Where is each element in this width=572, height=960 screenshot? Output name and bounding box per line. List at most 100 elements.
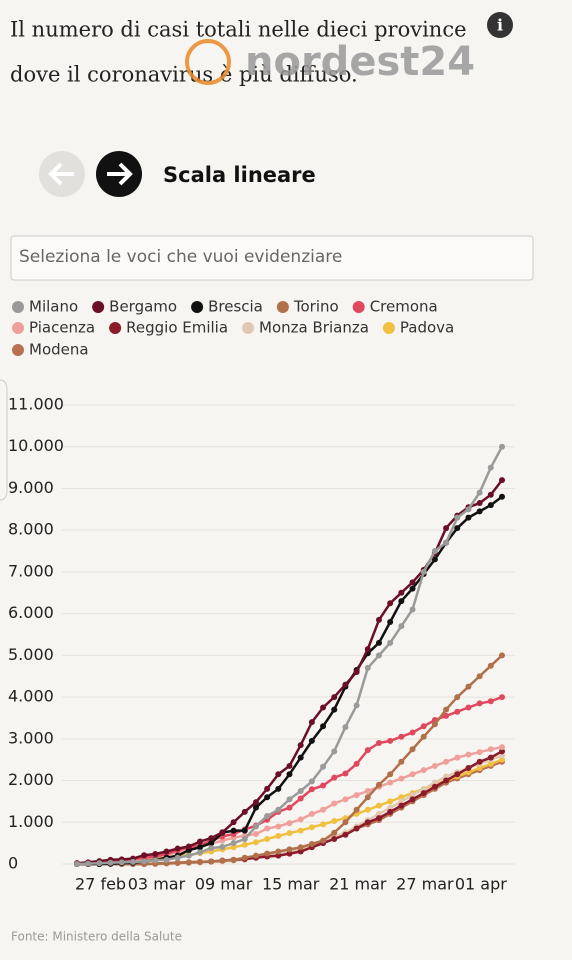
data-point xyxy=(152,850,159,857)
data-point xyxy=(219,829,226,836)
search-box[interactable] xyxy=(10,235,534,281)
data-point xyxy=(443,773,450,780)
data-point xyxy=(208,858,215,865)
data-point xyxy=(409,771,416,778)
data-point xyxy=(152,857,159,864)
data-point xyxy=(431,548,438,555)
data-point xyxy=(454,708,461,715)
data-point xyxy=(476,673,483,680)
data-point xyxy=(163,856,170,863)
data-point xyxy=(320,837,327,844)
data-point xyxy=(398,775,405,782)
data-point xyxy=(420,568,427,575)
data-point xyxy=(420,785,427,792)
x-tick-label: 09 mar xyxy=(195,875,253,894)
data-point xyxy=(499,744,505,751)
data-point xyxy=(297,742,304,749)
data-point xyxy=(219,857,226,864)
data-point xyxy=(185,852,192,859)
y-tick-label: 0 xyxy=(8,854,18,873)
data-point xyxy=(208,835,215,842)
data-point xyxy=(286,846,293,853)
data-point xyxy=(197,849,204,856)
data-point xyxy=(375,739,382,746)
data-point xyxy=(163,848,170,855)
data-point xyxy=(409,792,416,799)
legend-swatch xyxy=(242,322,255,334)
data-point xyxy=(454,525,461,532)
data-point xyxy=(499,493,505,500)
data-point xyxy=(353,669,360,676)
data-point xyxy=(454,771,461,778)
data-point xyxy=(297,844,304,851)
y-tick-label: 9.000 xyxy=(8,478,54,497)
data-point xyxy=(387,600,394,607)
data-point xyxy=(264,813,271,820)
data-point xyxy=(107,859,114,866)
y-tick-label: 3.000 xyxy=(8,728,54,747)
y-tick-label: 1.000 xyxy=(8,812,54,831)
scale-label: Scala lineare xyxy=(163,163,316,187)
data-point xyxy=(375,810,382,817)
data-point xyxy=(487,746,494,753)
data-point xyxy=(252,852,259,859)
data-point xyxy=(387,737,394,744)
data-point xyxy=(465,751,472,758)
data-point xyxy=(297,787,304,794)
data-point xyxy=(476,500,483,507)
data-point xyxy=(230,827,237,834)
data-point xyxy=(264,850,271,857)
legend-swatch xyxy=(109,322,122,334)
data-point xyxy=(286,762,293,769)
data-point xyxy=(443,539,450,546)
data-point xyxy=(331,706,338,713)
info-icon[interactable] xyxy=(487,12,513,38)
data-point xyxy=(96,860,103,867)
data-point xyxy=(241,808,248,815)
x-tick-label: 21 mar xyxy=(329,875,387,894)
legend-swatch xyxy=(12,301,24,313)
data-point xyxy=(219,843,226,850)
data-point xyxy=(465,514,472,521)
data-point xyxy=(331,800,338,807)
data-point xyxy=(487,662,494,669)
data-point xyxy=(476,765,483,772)
data-point xyxy=(342,681,349,688)
data-point xyxy=(476,700,483,707)
data-point xyxy=(252,839,259,846)
data-point xyxy=(499,443,505,450)
data-point xyxy=(375,781,382,788)
data-point xyxy=(364,794,371,801)
chart-title: Il numero di casi totali nelle dieci pro… xyxy=(10,18,467,42)
data-point xyxy=(331,774,338,781)
data-point xyxy=(431,762,438,769)
data-point xyxy=(487,502,494,509)
data-point xyxy=(252,830,259,837)
data-point xyxy=(409,729,416,736)
data-point xyxy=(387,798,394,805)
forward-arrow xyxy=(107,162,133,186)
data-point xyxy=(230,840,237,847)
legend-label: Piacenza xyxy=(29,319,95,337)
data-point xyxy=(331,748,338,755)
legend-label: Torino xyxy=(293,298,339,316)
data-point xyxy=(308,786,315,793)
data-point xyxy=(409,579,416,586)
data-point xyxy=(308,737,315,744)
data-point xyxy=(129,858,136,865)
x-tick-label: 27 mar xyxy=(396,875,454,894)
data-point xyxy=(476,749,483,756)
data-point xyxy=(308,810,315,817)
data-point xyxy=(387,771,394,778)
legend-label: Modena xyxy=(29,341,89,359)
data-point xyxy=(364,787,371,794)
data-point xyxy=(275,771,282,778)
data-point xyxy=(308,824,315,831)
data-point xyxy=(275,823,282,830)
watermark: nordest24 xyxy=(185,39,475,85)
data-point xyxy=(264,794,271,801)
data-point xyxy=(375,802,382,809)
data-point xyxy=(353,806,360,813)
data-point xyxy=(286,796,293,803)
